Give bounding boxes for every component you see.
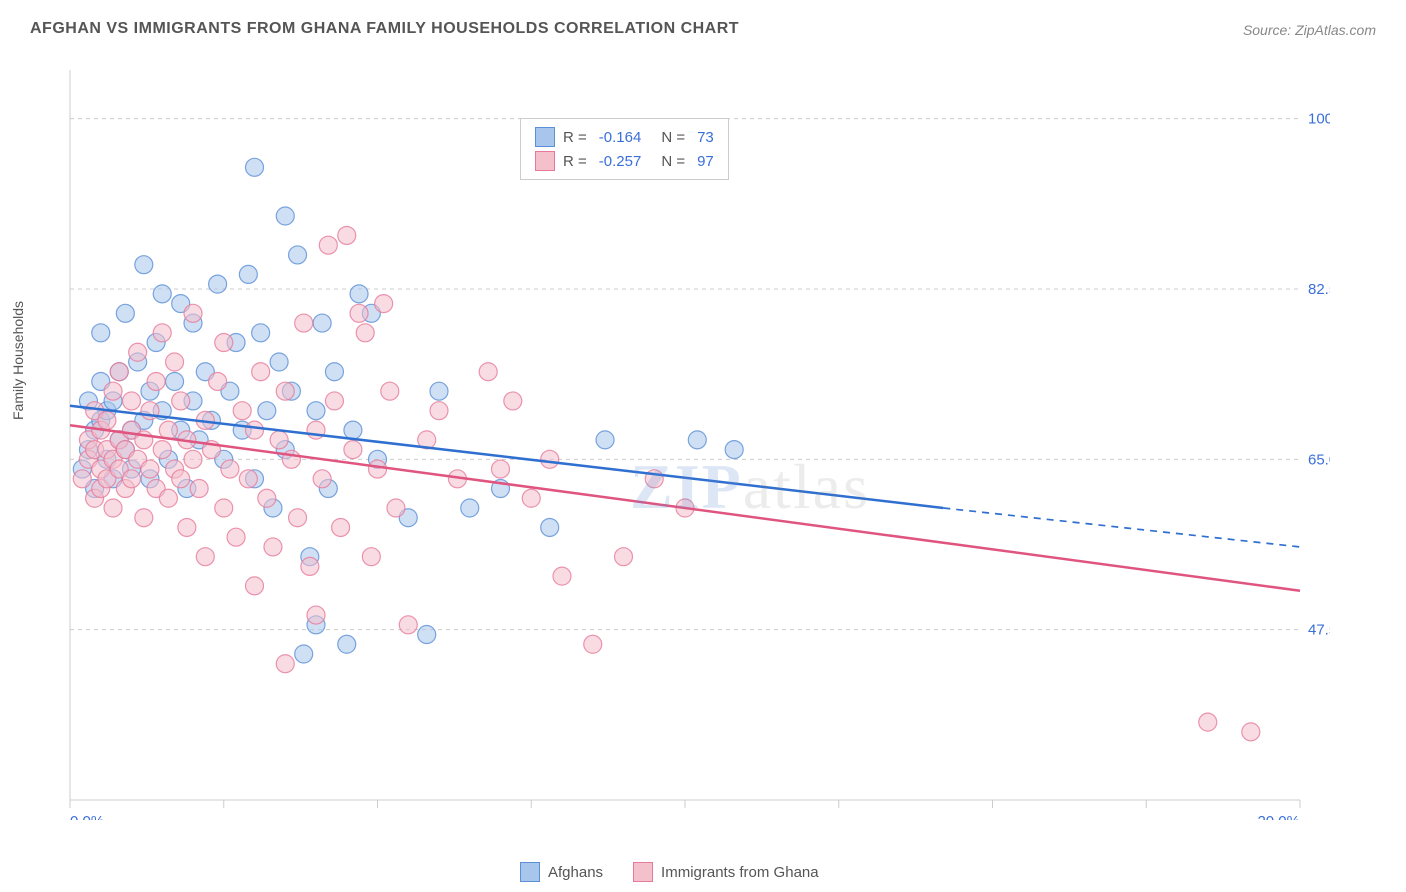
legend-r-label: R = — [563, 153, 587, 170]
series-legend-item: Immigrants from Ghana — [633, 862, 819, 882]
legend-n-value: 97 — [697, 153, 714, 170]
legend-r-label: R = — [563, 129, 587, 146]
svg-text:0.0%: 0.0% — [70, 813, 104, 820]
legend-r-value: -0.257 — [599, 153, 642, 170]
svg-text:47.5%: 47.5% — [1308, 622, 1330, 639]
source-attribution: Source: ZipAtlas.com — [1243, 22, 1376, 38]
series-legend: Afghans Immigrants from Ghana — [520, 862, 819, 882]
correlation-legend: R = -0.164 N = 73 R = -0.257 N = 97 — [520, 118, 729, 180]
y-axis-label: Family Households — [10, 301, 26, 420]
legend-n-label: N = — [661, 129, 685, 146]
legend-n-label: N = — [661, 153, 685, 170]
legend-row: R = -0.164 N = 73 — [535, 125, 714, 149]
svg-text:65.0%: 65.0% — [1308, 451, 1330, 468]
series-legend-item: Afghans — [520, 862, 603, 882]
legend-swatch — [535, 151, 555, 171]
legend-n-value: 73 — [697, 129, 714, 146]
series-legend-label: Immigrants from Ghana — [661, 864, 819, 881]
svg-text:82.5%: 82.5% — [1308, 281, 1330, 298]
svg-text:100.0%: 100.0% — [1308, 111, 1330, 128]
legend-r-value: -0.164 — [599, 129, 642, 146]
chart-title: AFGHAN VS IMMIGRANTS FROM GHANA FAMILY H… — [30, 20, 739, 38]
series-legend-label: Afghans — [548, 864, 603, 881]
svg-text:20.0%: 20.0% — [1257, 813, 1300, 820]
legend-swatch — [535, 127, 555, 147]
legend-swatch — [520, 862, 540, 882]
chart-area: 47.5% 65.0% 82.5% 100.0% 0.0% 20.0% R = -0.164… — [50, 60, 1330, 820]
legend-swatch — [633, 862, 653, 882]
legend-row: R = -0.257 N = 97 — [535, 149, 714, 173]
